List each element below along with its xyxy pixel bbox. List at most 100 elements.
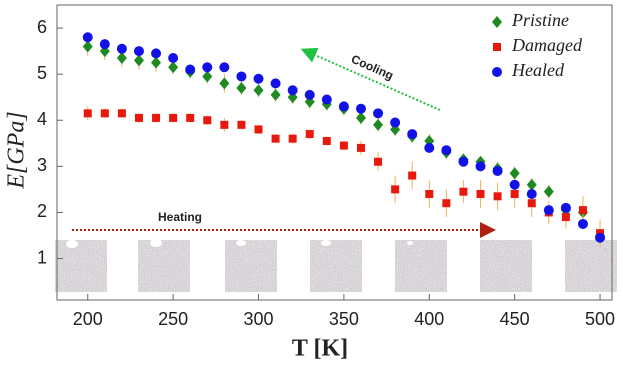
data-point (288, 134, 297, 143)
data-point (133, 54, 144, 67)
data-point (236, 81, 247, 94)
x-tick-label: 400 (414, 309, 444, 329)
data-point (373, 108, 384, 119)
x-tick-label: 250 (158, 309, 188, 329)
data-point (322, 136, 331, 145)
data-point (253, 73, 264, 84)
data-point (561, 213, 570, 222)
legend-marker (492, 67, 502, 77)
legend-label: Damaged (511, 35, 583, 55)
data-point (527, 199, 536, 208)
data-point (83, 109, 92, 118)
data-point (578, 206, 587, 215)
data-point (459, 187, 468, 196)
annotation: Heating (158, 210, 202, 224)
data-point (492, 165, 503, 176)
y-tick-label: 5 (37, 63, 47, 83)
data-point (442, 199, 451, 208)
data-point (355, 103, 366, 114)
data-point (168, 53, 179, 64)
data-point (509, 167, 520, 180)
x-tick-label: 200 (73, 309, 103, 329)
data-point (475, 161, 486, 172)
data-point (543, 205, 554, 216)
y-tick-label: 1 (37, 247, 47, 267)
data-point (304, 89, 315, 100)
data-point (476, 189, 485, 198)
data-point (287, 85, 298, 96)
data-point (116, 43, 127, 54)
data-point (100, 109, 109, 118)
x-tick-label: 500 (585, 309, 615, 329)
data-point (374, 157, 383, 166)
data-point (271, 134, 280, 143)
legend-marker (493, 43, 501, 51)
data-point (202, 62, 213, 73)
data-point (493, 192, 502, 201)
data-point (82, 40, 93, 53)
data-point (236, 71, 247, 82)
data-point (356, 143, 365, 152)
x-tick-label: 300 (243, 309, 273, 329)
data-point (408, 171, 417, 180)
data-point (254, 125, 263, 134)
data-point (441, 145, 452, 156)
data-point (270, 88, 281, 101)
data-point (220, 120, 229, 129)
data-point (390, 117, 401, 128)
data-point (186, 113, 195, 122)
data-point (526, 188, 537, 199)
data-point (99, 39, 110, 50)
y-tick-label: 6 (37, 17, 47, 37)
data-point (270, 78, 281, 89)
data-point (219, 62, 230, 73)
data-point (425, 189, 434, 198)
legend-label: Healed (511, 60, 565, 80)
data-point (116, 52, 127, 65)
data-point (134, 113, 143, 122)
data-point (595, 232, 606, 243)
data-point (152, 113, 161, 122)
data-point (185, 64, 196, 75)
y-tick-label: 3 (37, 155, 47, 175)
y-tick-label: 4 (37, 109, 47, 129)
data-point (203, 116, 212, 125)
data-point (253, 84, 264, 97)
data-point (169, 113, 178, 122)
data-point (151, 48, 162, 59)
data-point (391, 185, 400, 194)
cooling-arrow (300, 47, 441, 111)
y-axis-label: E[GPa] (4, 111, 30, 189)
data-point (339, 141, 348, 150)
plot-frame (56, 4, 613, 301)
legend-label: Pristine (511, 10, 569, 30)
data-point (560, 202, 571, 213)
data-point (82, 32, 93, 43)
annotation: Cooling (349, 52, 395, 83)
data-point (407, 129, 418, 140)
x-tick-label: 450 (500, 309, 530, 329)
data-point (543, 185, 554, 198)
data-point (305, 130, 314, 139)
x-tick-label: 350 (329, 309, 359, 329)
data-point (458, 156, 469, 167)
data-point (321, 94, 332, 105)
data-point (219, 77, 230, 90)
data-point (355, 111, 366, 124)
data-point (237, 120, 246, 129)
data-point (338, 101, 349, 112)
data-point (117, 109, 126, 118)
y-tick-label: 2 (37, 201, 47, 221)
data-point (151, 56, 162, 69)
x-axis-label: T [K] (292, 336, 348, 362)
data-point (577, 218, 588, 229)
data-point (424, 142, 435, 153)
data-point (202, 70, 213, 83)
data-point (510, 189, 519, 198)
data-point (168, 61, 179, 74)
data-point (133, 46, 144, 57)
legend-marker (492, 16, 502, 28)
data-point (509, 179, 520, 190)
data-point (526, 178, 537, 191)
